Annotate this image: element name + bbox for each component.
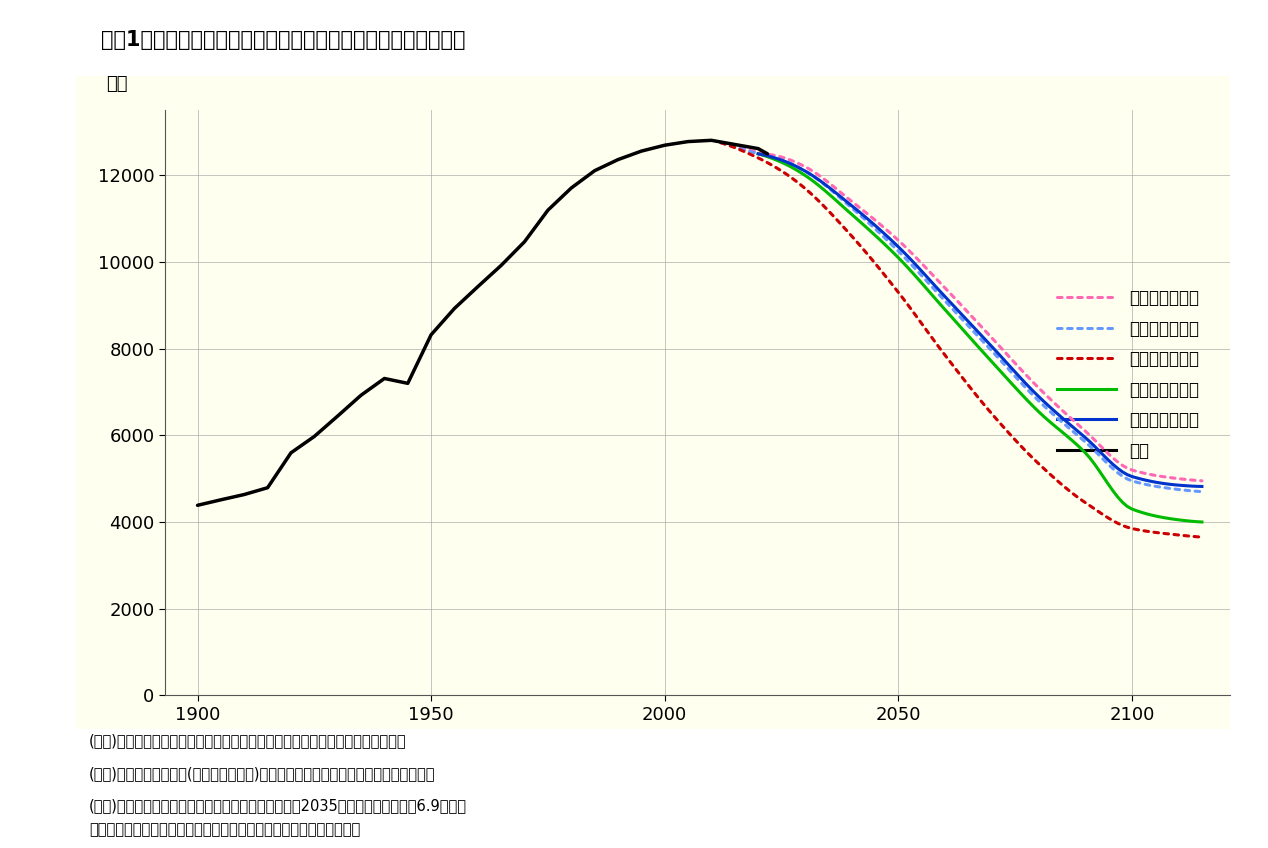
Text: (注２)　前回・死亡低位(長对化大ケース)では出生は中位、それ以外では死亡は中位。: (注２) 前回・死亡低位(長对化大ケース)では出生は中位、それ以外では死亡は中位… (89, 766, 435, 781)
Text: (注３)　流入据置は、外国人入国超過数を前回推計の2035年時点と同じ水準（6.9万人）: (注３) 流入据置は、外国人入国超過数を前回推計の2035年時点と同じ水準（6.… (89, 798, 467, 813)
Text: 図袅1　総人口の実績と見通し（今回と前回と流入据置の比較）: 図袅1 総人口の実績と見通し（今回と前回と流入据置の比較） (101, 30, 465, 50)
Text: 万人: 万人 (107, 75, 128, 92)
Text: と仮定した条件付推計の結果。出生と死亡は、ともに中位。: と仮定した条件付推計の結果。出生と死亡は、ともに中位。 (89, 823, 360, 838)
Text: (注１)　前回・死亡低位は、前回・出生中位を若干上回る水準で推移している。: (注１) 前回・死亡低位は、前回・出生中位を若干上回る水準で推移している。 (89, 734, 406, 749)
Legend: 前回・死亡低位, 前回・出生中位, 前回・出生低位, 今回・流入据置, 今回・出生中位, 実績: 前回・死亡低位, 前回・出生中位, 前回・出生低位, 今回・流入据置, 今回・出… (1051, 282, 1206, 466)
